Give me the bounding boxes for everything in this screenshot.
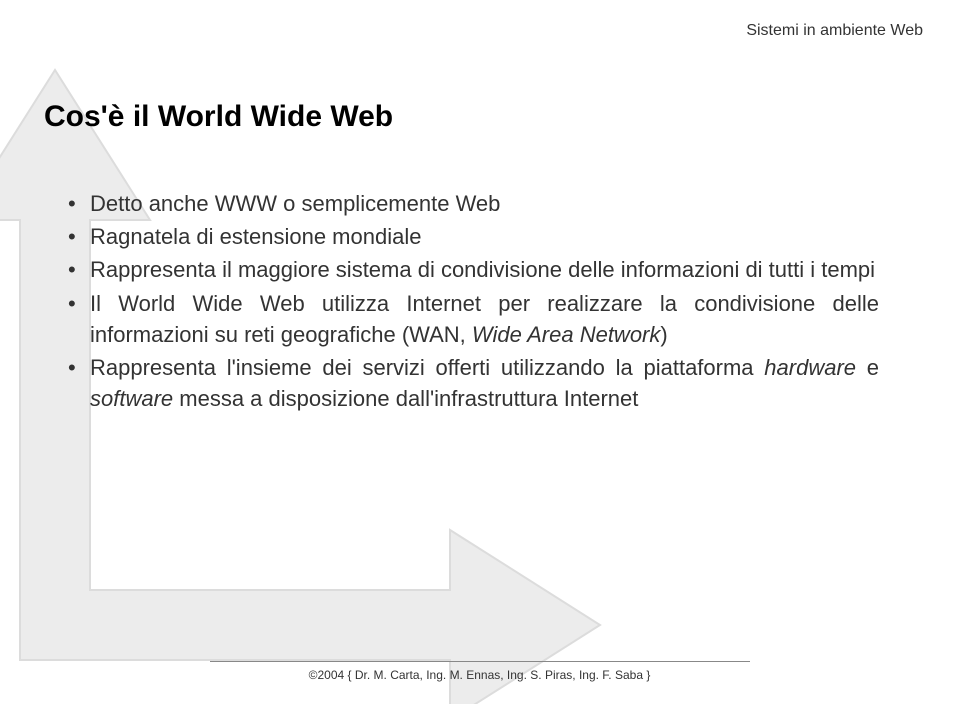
bullet-item: Il World Wide Web utilizza Internet per … xyxy=(68,288,879,350)
bullet-list: Detto anche WWW o semplicemente WebRagna… xyxy=(68,188,879,417)
bullet-item: Detto anche WWW o semplicemente Web xyxy=(68,188,879,219)
footer: ©2004 { Dr. M. Carta, Ing. M. Ennas, Ing… xyxy=(0,661,959,682)
bullet-item: Rappresenta il maggiore sistema di condi… xyxy=(68,254,879,285)
footer-divider xyxy=(210,661,750,662)
bullet-item: Rappresenta l'insieme dei servizi offert… xyxy=(68,352,879,414)
bullet-item: Ragnatela di estensione mondiale xyxy=(68,221,879,252)
slide-title: Cos'è il World Wide Web xyxy=(44,100,393,134)
footer-text: ©2004 { Dr. M. Carta, Ing. M. Ennas, Ing… xyxy=(0,668,959,682)
header-text: Sistemi in ambiente Web xyxy=(746,22,923,40)
